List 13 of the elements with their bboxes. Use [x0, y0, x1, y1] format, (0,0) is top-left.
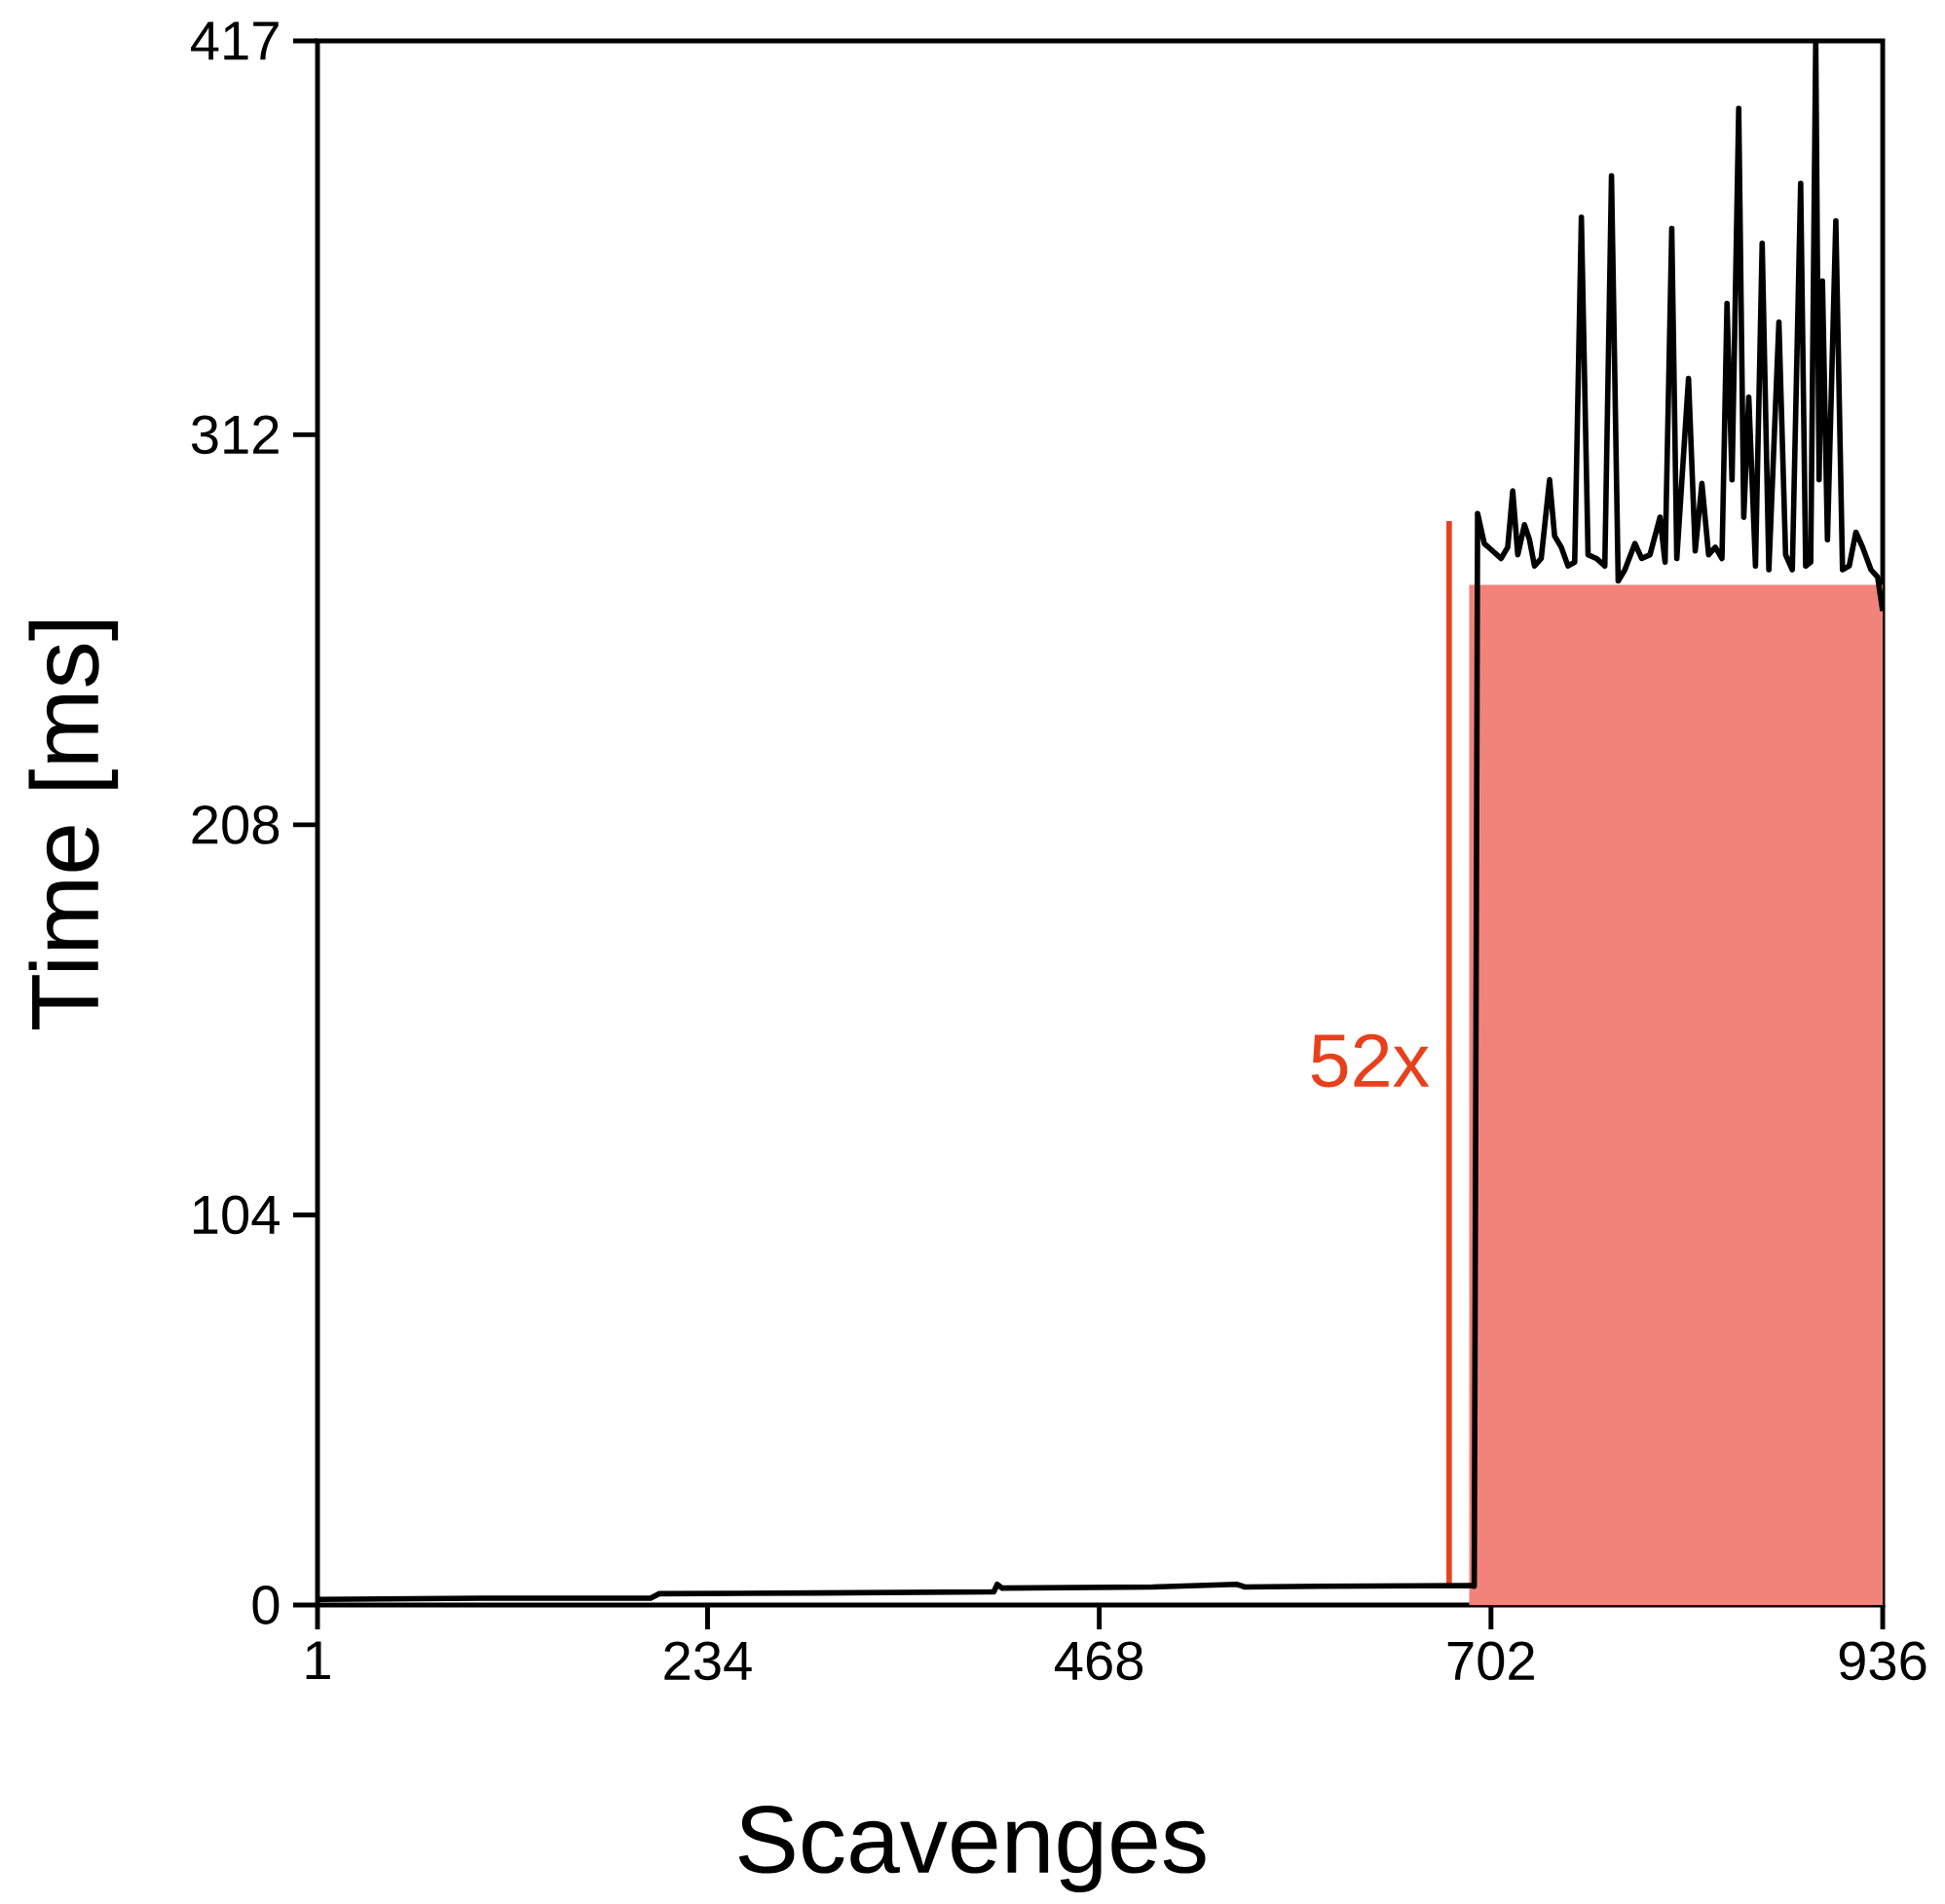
x-tick-label: 936 [1839, 1641, 1926, 1681]
annotation: 52x [1311, 1033, 1430, 1088]
x-tick-label: 468 [1055, 1641, 1143, 1681]
y-tick-label: 104 [194, 1195, 280, 1235]
x-tick-label: 234 [664, 1641, 752, 1681]
y-tick-label: 0 [252, 1586, 280, 1624]
y-tick-label: 208 [192, 805, 280, 844]
y-tick-label: 417 [191, 21, 279, 60]
y-tick-label: 312 [191, 415, 279, 455]
y-axis-title: Time [ms] [28, 621, 119, 1029]
x-tick-label: 702 [1447, 1641, 1534, 1681]
x-axis-title: Scavenges [738, 1806, 1206, 1893]
x-tick-label: 1 [306, 1641, 330, 1680]
